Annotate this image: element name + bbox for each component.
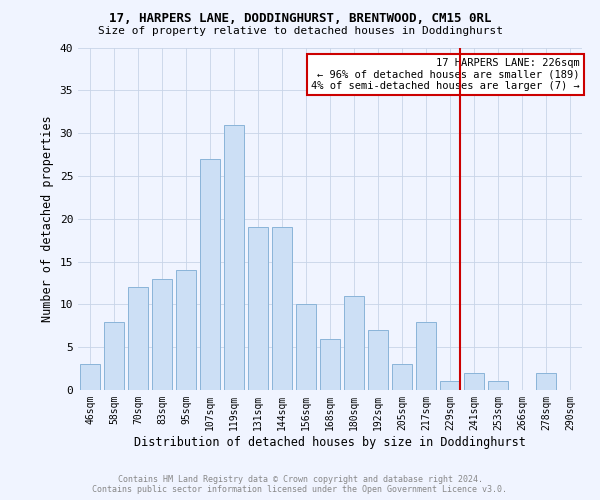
Text: Size of property relative to detached houses in Doddinghurst: Size of property relative to detached ho… xyxy=(97,26,503,36)
Bar xyxy=(344,296,364,390)
Y-axis label: Number of detached properties: Number of detached properties xyxy=(41,116,54,322)
Bar xyxy=(224,124,244,390)
Text: 17 HARPERS LANE: 226sqm
← 96% of detached houses are smaller (189)
4% of semi-de: 17 HARPERS LANE: 226sqm ← 96% of detache… xyxy=(311,58,580,91)
X-axis label: Distribution of detached houses by size in Doddinghurst: Distribution of detached houses by size … xyxy=(134,436,526,448)
Bar xyxy=(320,338,340,390)
Text: 17, HARPERS LANE, DODDINGHURST, BRENTWOOD, CM15 0RL: 17, HARPERS LANE, DODDINGHURST, BRENTWOO… xyxy=(109,12,491,26)
Text: Contains HM Land Registry data © Crown copyright and database right 2024.
Contai: Contains HM Land Registry data © Crown c… xyxy=(92,474,508,494)
Bar xyxy=(392,364,412,390)
Bar xyxy=(416,322,436,390)
Bar xyxy=(296,304,316,390)
Bar xyxy=(272,228,292,390)
Bar xyxy=(128,287,148,390)
Bar xyxy=(152,278,172,390)
Bar xyxy=(464,373,484,390)
Bar xyxy=(176,270,196,390)
Bar xyxy=(536,373,556,390)
Bar xyxy=(440,382,460,390)
Bar xyxy=(200,159,220,390)
Bar xyxy=(368,330,388,390)
Bar xyxy=(80,364,100,390)
Bar xyxy=(104,322,124,390)
Bar xyxy=(248,228,268,390)
Bar xyxy=(488,382,508,390)
